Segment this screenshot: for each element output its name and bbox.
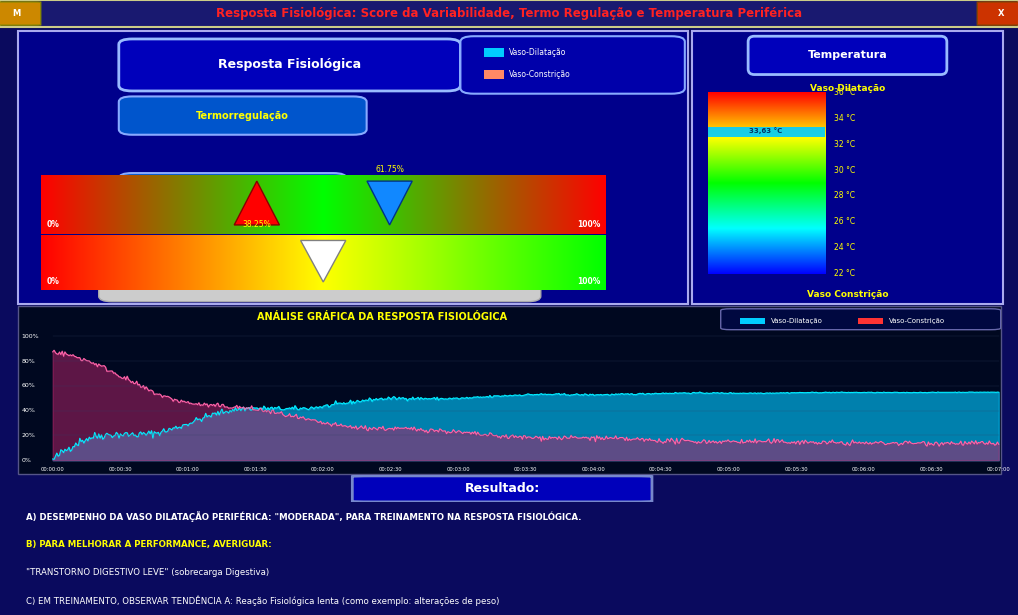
Text: Vaso-Constrição: Vaso-Constrição: [509, 69, 570, 79]
Text: 0%: 0%: [47, 220, 59, 229]
Text: Vaso Dilatação: Vaso Dilatação: [810, 84, 885, 93]
Text: Vaso-Dilatação: Vaso-Dilatação: [771, 318, 823, 324]
Polygon shape: [234, 181, 279, 225]
Text: 00:00:00: 00:00:00: [41, 467, 64, 472]
Text: 00:07:00: 00:07:00: [986, 467, 1011, 472]
FancyBboxPatch shape: [352, 476, 652, 502]
FancyBboxPatch shape: [721, 309, 1001, 330]
FancyBboxPatch shape: [748, 36, 947, 74]
Text: 00:05:30: 00:05:30: [784, 467, 808, 472]
Text: Normal: Normal: [162, 279, 190, 288]
Text: 38.25%: 38.25%: [242, 220, 271, 229]
Text: 00:05:00: 00:05:00: [717, 467, 740, 472]
Text: 00:02:00: 00:02:00: [312, 467, 335, 472]
FancyBboxPatch shape: [460, 36, 685, 93]
Text: 26 °C: 26 °C: [834, 217, 855, 226]
Text: Resposta Fisiológica: Resposta Fisiológica: [218, 58, 361, 71]
Text: 34 °C: 34 °C: [834, 114, 855, 122]
Text: Resposta Fisiológica: Score da Variabilidade, Termo Regulação e Temperatura Peri: Resposta Fisiológica: Score da Variabili…: [216, 7, 802, 20]
Polygon shape: [367, 181, 412, 225]
Text: Moderada: Moderada: [276, 279, 315, 288]
Text: 33,63 °C: 33,63 °C: [749, 127, 783, 134]
Bar: [484, 48, 504, 57]
Text: Vaso-Constrição: Vaso-Constrição: [889, 318, 945, 324]
Text: 00:06:00: 00:06:00: [852, 467, 875, 472]
FancyBboxPatch shape: [977, 2, 1018, 25]
Text: X: X: [998, 9, 1004, 18]
Text: ANÁLISE GRÁFICA DA RESPOSTA FISIOLÓGICA: ANÁLISE GRÁFICA DA RESPOSTA FISIOLÓGICA: [257, 312, 507, 322]
Text: 00:04:00: 00:04:00: [581, 467, 605, 472]
Text: A) DESEMPENHO DA VASO DILATAÇÃO PERIFÉRICA: "MODERADA", PARA TREINAMENTO NA RESP: A) DESEMPENHO DA VASO DILATAÇÃO PERIFÉRI…: [26, 511, 581, 522]
Text: 32 °C: 32 °C: [834, 140, 855, 149]
Text: 36 °C: 36 °C: [834, 88, 855, 97]
Text: 00:03:30: 00:03:30: [514, 467, 538, 472]
Text: M: M: [12, 9, 20, 18]
Text: 80%: 80%: [21, 359, 35, 363]
FancyBboxPatch shape: [99, 263, 541, 302]
Text: Vaso-Dilatação: Vaso-Dilatação: [509, 48, 566, 57]
Text: Severa: Severa: [413, 279, 440, 288]
Text: 00:01:30: 00:01:30: [243, 467, 268, 472]
Text: 100%: 100%: [21, 334, 39, 339]
Text: 20%: 20%: [21, 433, 36, 438]
Bar: [740, 319, 765, 324]
Bar: [377, 278, 407, 290]
Bar: [125, 278, 156, 290]
Bar: [484, 70, 504, 79]
Text: 61.75%: 61.75%: [376, 165, 404, 174]
Bar: [239, 278, 270, 290]
FancyBboxPatch shape: [119, 97, 366, 135]
Text: 00:04:30: 00:04:30: [649, 467, 673, 472]
Text: B) PARA MELHORAR A PERFORMANCE, AVERIGUAR:: B) PARA MELHORAR A PERFORMANCE, AVERIGUA…: [26, 540, 272, 549]
Text: Temperatura: Temperatura: [807, 50, 888, 60]
Text: 22 °C: 22 °C: [834, 269, 855, 278]
FancyBboxPatch shape: [18, 306, 1001, 474]
FancyBboxPatch shape: [119, 173, 346, 212]
FancyBboxPatch shape: [0, 2, 41, 25]
Text: 30 °C: 30 °C: [834, 165, 855, 175]
Text: 00:02:30: 00:02:30: [379, 467, 402, 472]
Text: Termorregulação: Termorregulação: [196, 111, 289, 121]
Polygon shape: [300, 240, 346, 282]
FancyBboxPatch shape: [18, 31, 688, 304]
Text: 00:06:30: 00:06:30: [919, 467, 943, 472]
Text: 0%: 0%: [21, 458, 32, 462]
Text: Vaso Constrição: Vaso Constrição: [806, 290, 889, 300]
Text: 100%: 100%: [576, 277, 600, 286]
Text: 28 °C: 28 °C: [834, 191, 855, 200]
Text: 00:03:00: 00:03:00: [446, 467, 470, 472]
Bar: [858, 319, 883, 324]
Text: 40%: 40%: [21, 408, 36, 413]
FancyBboxPatch shape: [119, 39, 460, 91]
Text: 00:00:30: 00:00:30: [109, 467, 132, 472]
Text: 100%: 100%: [576, 220, 600, 229]
Text: "TRANSTORNO DIGESTIVO LEVE" (sobrecarga Digestiva): "TRANSTORNO DIGESTIVO LEVE" (sobrecarga …: [26, 568, 270, 577]
Text: 24 °C: 24 °C: [834, 244, 855, 252]
Text: C) EM TREINAMENTO, OBSERVAR TENDÊNCIA A: Reação Fisiológica lenta (como exemplo:: C) EM TREINAMENTO, OBSERVAR TENDÊNCIA A:…: [26, 596, 500, 606]
Text: Resultado:: Resultado:: [465, 482, 541, 495]
Text: 0%: 0%: [47, 277, 59, 286]
Text: 60%: 60%: [21, 383, 35, 389]
FancyBboxPatch shape: [0, 0, 1018, 27]
Text: 00:01:00: 00:01:00: [176, 467, 200, 472]
Text: Variabilidade: Variabilidade: [196, 187, 269, 197]
Bar: [708, 127, 825, 137]
FancyBboxPatch shape: [692, 31, 1003, 304]
